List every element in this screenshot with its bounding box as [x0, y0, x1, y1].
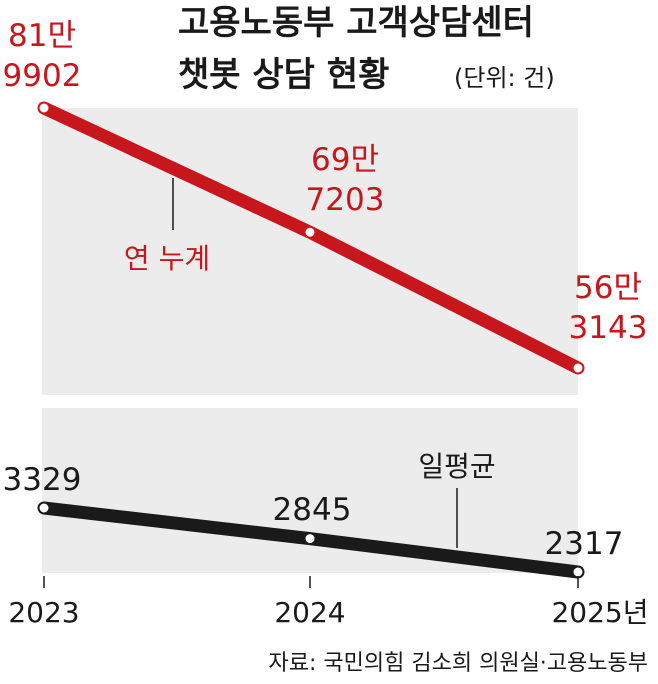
daily-average-point	[572, 566, 584, 578]
chart-subtitle: 챗봇 상담 현황	[178, 55, 389, 95]
yearly-total-point	[572, 362, 584, 374]
series-label-daily-average: 일평균	[418, 450, 495, 483]
yearly-total-value-label-line1: 81만	[8, 18, 76, 54]
series-yearly-total: 81만 9902 69만 7203 56만 3143	[3, 18, 648, 375]
yearly-total-value-label-line2: 3143	[569, 310, 648, 346]
series-label-yearly-total: 연 누계	[124, 242, 210, 275]
yearly-total-point	[304, 226, 316, 238]
bottom-panel-background	[42, 408, 578, 573]
yearly-total-value-label-line1: 56만	[574, 270, 642, 306]
daily-average-value-label: 2317	[545, 526, 624, 562]
daily-average-point	[38, 502, 50, 514]
yearly-total-point	[38, 102, 50, 114]
series-daily-average: 3329 2845 2317	[3, 462, 624, 579]
daily-average-point	[304, 533, 316, 545]
yearly-total-value-label-line2: 9902	[3, 58, 82, 94]
x-tick-label: 2023	[8, 596, 79, 629]
source-note: 자료: 국민의힘 김소희 의원실·고용노동부	[269, 651, 648, 676]
chart-title: 고용노동부 고객상담센터	[178, 3, 534, 43]
x-tick-label: 2024	[274, 596, 345, 629]
daily-average-value-label: 3329	[3, 462, 82, 498]
yearly-total-value-label-line2: 7203	[306, 182, 385, 218]
yearly-total-value-label-line1: 69만	[311, 142, 379, 178]
daily-average-value-label: 2845	[273, 492, 352, 528]
unit-label: (단위: 건)	[454, 64, 555, 92]
x-tick-label: 2025년	[551, 596, 648, 629]
x-axis: 2023 2024 2025년	[8, 576, 649, 629]
